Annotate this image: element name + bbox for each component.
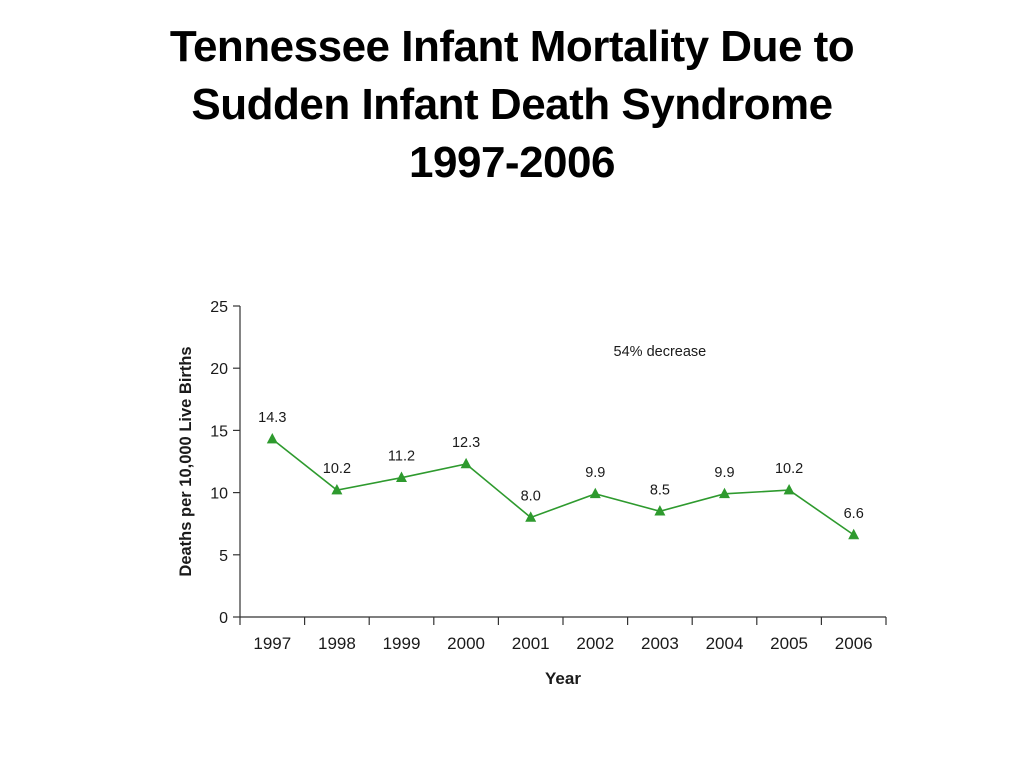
- annotation-text: 54% decrease: [614, 344, 707, 360]
- data-point-marker: [525, 511, 537, 522]
- x-tick-label: 1999: [383, 634, 421, 653]
- x-tick-label: 2003: [641, 634, 679, 653]
- data-label: 14.3: [258, 410, 286, 426]
- x-tick-label: 2005: [770, 634, 808, 653]
- x-tick-label: 1997: [253, 634, 291, 653]
- data-label: 8.0: [521, 488, 541, 504]
- slide-title: Tennessee Infant Mortality Due to Sudden…: [40, 18, 984, 192]
- data-label: 9.9: [585, 465, 605, 481]
- data-point-marker: [719, 487, 730, 499]
- x-axis-title: Year: [545, 669, 581, 688]
- data-point-marker: [783, 483, 795, 495]
- data-point-marker: [266, 432, 278, 444]
- series-line: [271, 438, 855, 536]
- data-point-marker: [460, 457, 472, 469]
- x-tick-label: 2004: [706, 634, 744, 653]
- chart-series: [266, 432, 860, 540]
- data-label: 11.2: [388, 449, 415, 465]
- x-tick-label: 2001: [512, 634, 550, 653]
- chart-labels: 14.3 10.2 11.2 12.3 8.0 9.9 8.5 9.9 10.2 6.6 54% d…: [258, 344, 864, 522]
- y-tick-label: 0: [219, 610, 228, 627]
- title-line-1: Tennessee Infant Mortality Due to: [169, 22, 855, 71]
- data-point-marker: [331, 483, 343, 495]
- y-tick-label: 5: [219, 548, 228, 565]
- data-point-marker: [848, 528, 860, 540]
- x-tick-label: 2006: [835, 634, 873, 653]
- y-tick-label: 25: [210, 299, 228, 316]
- y-tick-label: 15: [210, 423, 228, 440]
- x-tick-label: 2000: [447, 634, 485, 653]
- data-label: 6.6: [844, 506, 864, 522]
- x-tick-label: 1998: [318, 634, 356, 653]
- data-label: 8.5: [650, 482, 670, 498]
- data-label: 9.9: [714, 465, 734, 481]
- data-label: 12.3: [452, 435, 480, 451]
- data-point-marker: [589, 487, 601, 499]
- y-tick-label: 10: [210, 486, 228, 503]
- title-line-2: Sudden Infant Death Syndrome: [191, 80, 833, 129]
- data-label: 10.2: [775, 461, 803, 477]
- y-tick-label: 20: [210, 361, 228, 378]
- title-line-3: 1997-2006: [409, 138, 615, 187]
- x-tick-label: 2002: [576, 634, 614, 653]
- data-label: 10.2: [323, 461, 351, 477]
- y-axis-title: Deaths per 10,000 Live Births: [177, 346, 195, 576]
- chart-axes: 0 5 10 15 20 25 1997 1998 1999 2000 2001 2002 2003 20…: [177, 299, 887, 688]
- data-point-marker: [396, 471, 407, 482]
- data-point-marker: [654, 505, 666, 516]
